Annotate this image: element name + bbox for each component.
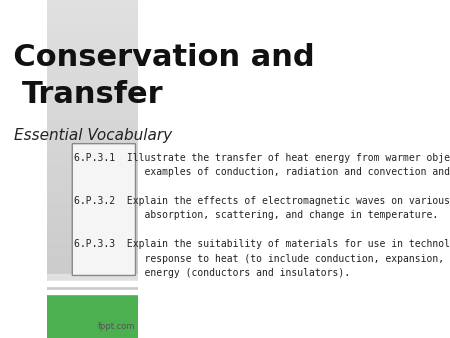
FancyBboxPatch shape [72,144,135,275]
Text: 6.P.3.1  Illustrate the transfer of heat energy from warmer objects to cooler on: 6.P.3.1 Illustrate the transfer of heat … [74,153,450,278]
Text: Energy: Conservation and: Energy: Conservation and [0,43,315,72]
Text: fppt.com: fppt.com [98,322,135,331]
Bar [47,294,138,338]
Bar [47,281,138,286]
Text: Essential Vocabulary: Essential Vocabulary [14,128,171,143]
Bar [47,274,138,281]
Bar [47,290,138,294]
Text: Transfer: Transfer [22,80,163,109]
